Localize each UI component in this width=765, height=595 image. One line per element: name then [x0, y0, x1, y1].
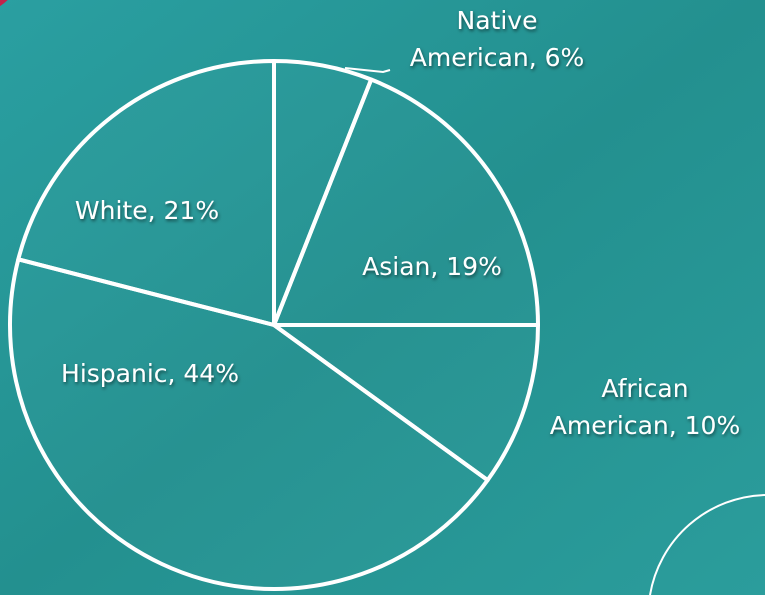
label-line: American, 6% — [410, 43, 585, 72]
chart: Native American, 6% Asian, 19% African Ameri… — [0, 0, 765, 595]
label-line: Hispanic, 44% — [61, 359, 239, 388]
label-line: American, 10% — [550, 411, 740, 440]
label-line: African — [601, 374, 688, 403]
slice-label: Hispanic, 44% — [61, 359, 239, 388]
label-line: White, 21% — [75, 196, 219, 225]
label-line: Asian, 19% — [362, 252, 502, 281]
page: Native American, 6% Asian, 19% African Ameri… — [0, 0, 765, 595]
label-line: Native — [457, 6, 538, 35]
slice-label: Asian, 19% — [362, 252, 502, 281]
slice-label: White, 21% — [75, 196, 219, 225]
